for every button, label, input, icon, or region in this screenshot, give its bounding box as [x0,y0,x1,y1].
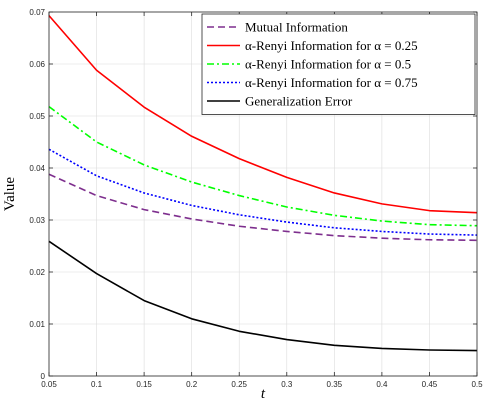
legend-box [201,13,476,115]
y-axis-label: Value [2,177,18,211]
series-line-1 [48,15,478,214]
y-tick-label: 0.03 [29,216,45,225]
y-tick-label: 0 [41,372,46,381]
y-tick-label: 0.04 [29,164,45,173]
y-tick-label: 0.02 [29,268,45,277]
y-tick-label: 0.05 [29,112,45,121]
x-tick-label: 0.3 [281,380,293,389]
series-line-4 [48,240,478,352]
y-tick-label: 0.06 [29,60,45,69]
x-tick-label: 0.25 [231,380,247,389]
x-tick-label: 0.5 [471,380,483,389]
legend-label: α-Renyi Information for α = 0.25 [245,38,418,53]
x-tick-label: 0.05 [41,380,57,389]
x-tick-label: 0.35 [327,380,343,389]
legend: Mutual Information α-Renyi Information fo… [201,13,476,115]
x-axis-label: t [261,386,266,398]
series-lines [48,15,478,352]
series-line-3 [48,148,478,236]
y-tick-label: 0.07 [29,8,45,17]
legend-label: Mutual Information [245,20,348,35]
x-tick-label: 0.1 [91,380,103,389]
axis-ticks: 0.05 0.1 0.15 0.2 0.25 0.3 0.35 0.4 0.45 0.5 0 0.01… [29,8,483,389]
x-tick-label: 0.15 [136,380,152,389]
legend-label: Generalization Error [245,94,353,109]
x-tick-label: 0.45 [422,380,438,389]
legend-label: α-Renyi Information for α = 0.5 [245,57,411,72]
series-line-0 [48,173,478,242]
x-tick-label: 0.4 [376,380,388,389]
series-line-2 [48,105,478,227]
y-tick-label: 0.01 [29,320,45,329]
plot-frame [48,11,478,377]
x-tick-label: 0.2 [186,380,198,389]
legend-label: α-Renyi Information for α = 0.75 [245,75,418,90]
